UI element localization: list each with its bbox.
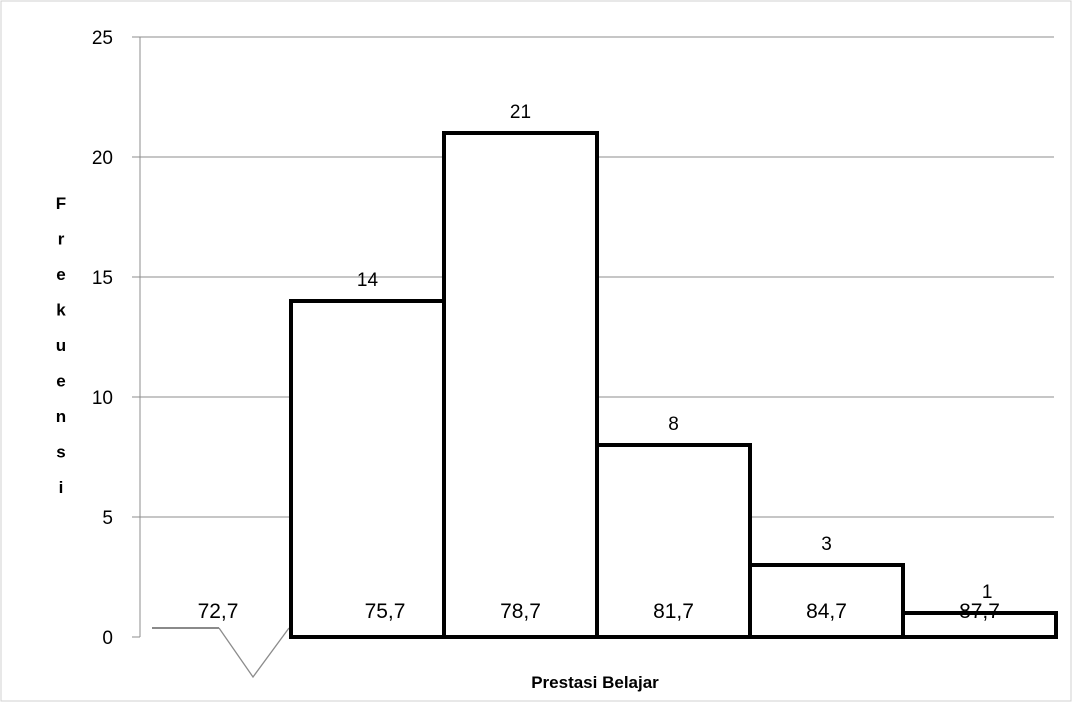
y-tick-label: 15 bbox=[92, 268, 113, 289]
y-axis-title-letter: i bbox=[59, 478, 64, 497]
data-label: 3 bbox=[821, 534, 832, 555]
x-axis-title: Prestasi Belajar bbox=[531, 673, 659, 692]
bar bbox=[442, 131, 599, 639]
x-category-label: 72,7 bbox=[198, 600, 239, 623]
data-label: 1 bbox=[982, 582, 993, 603]
y-axis-title-letter: k bbox=[56, 301, 66, 320]
x-category-label: 75,7 bbox=[365, 600, 406, 623]
x-category-label: 81,7 bbox=[653, 600, 694, 623]
data-label: 21 bbox=[510, 102, 531, 123]
x-category-label: 78,7 bbox=[500, 600, 541, 623]
data-label: 14 bbox=[357, 270, 379, 291]
y-axis-title-letter: e bbox=[56, 265, 65, 284]
y-axis-title-letter: e bbox=[56, 372, 65, 391]
y-tick-label: 0 bbox=[102, 628, 113, 649]
y-axis-title-letter: n bbox=[56, 407, 66, 426]
bar bbox=[595, 443, 752, 639]
y-tick-label: 20 bbox=[92, 148, 113, 169]
x-category-label: 87,7 bbox=[959, 600, 1000, 623]
y-axis-title-letter: u bbox=[56, 336, 66, 355]
data-label: 8 bbox=[668, 414, 679, 435]
axis-break-zigzag bbox=[218, 627, 290, 679]
bar bbox=[901, 611, 1058, 639]
y-axis-title-letter: F bbox=[56, 194, 66, 213]
y-tick-label: 5 bbox=[102, 508, 113, 529]
bar bbox=[748, 563, 905, 639]
y-tick-label: 25 bbox=[92, 28, 113, 49]
x-category-label: 84,7 bbox=[806, 600, 847, 623]
y-axis-title-letter: r bbox=[58, 230, 65, 249]
y-tick-label: 10 bbox=[92, 388, 113, 409]
bar bbox=[289, 299, 446, 639]
bars bbox=[289, 131, 1058, 639]
y-axis-title-letter: s bbox=[56, 443, 65, 462]
labels: 0 5 10 15 20 25 14 21 8 3 1 72,7 75,7 78,7 81,7 84,7 87,… bbox=[92, 28, 1000, 649]
